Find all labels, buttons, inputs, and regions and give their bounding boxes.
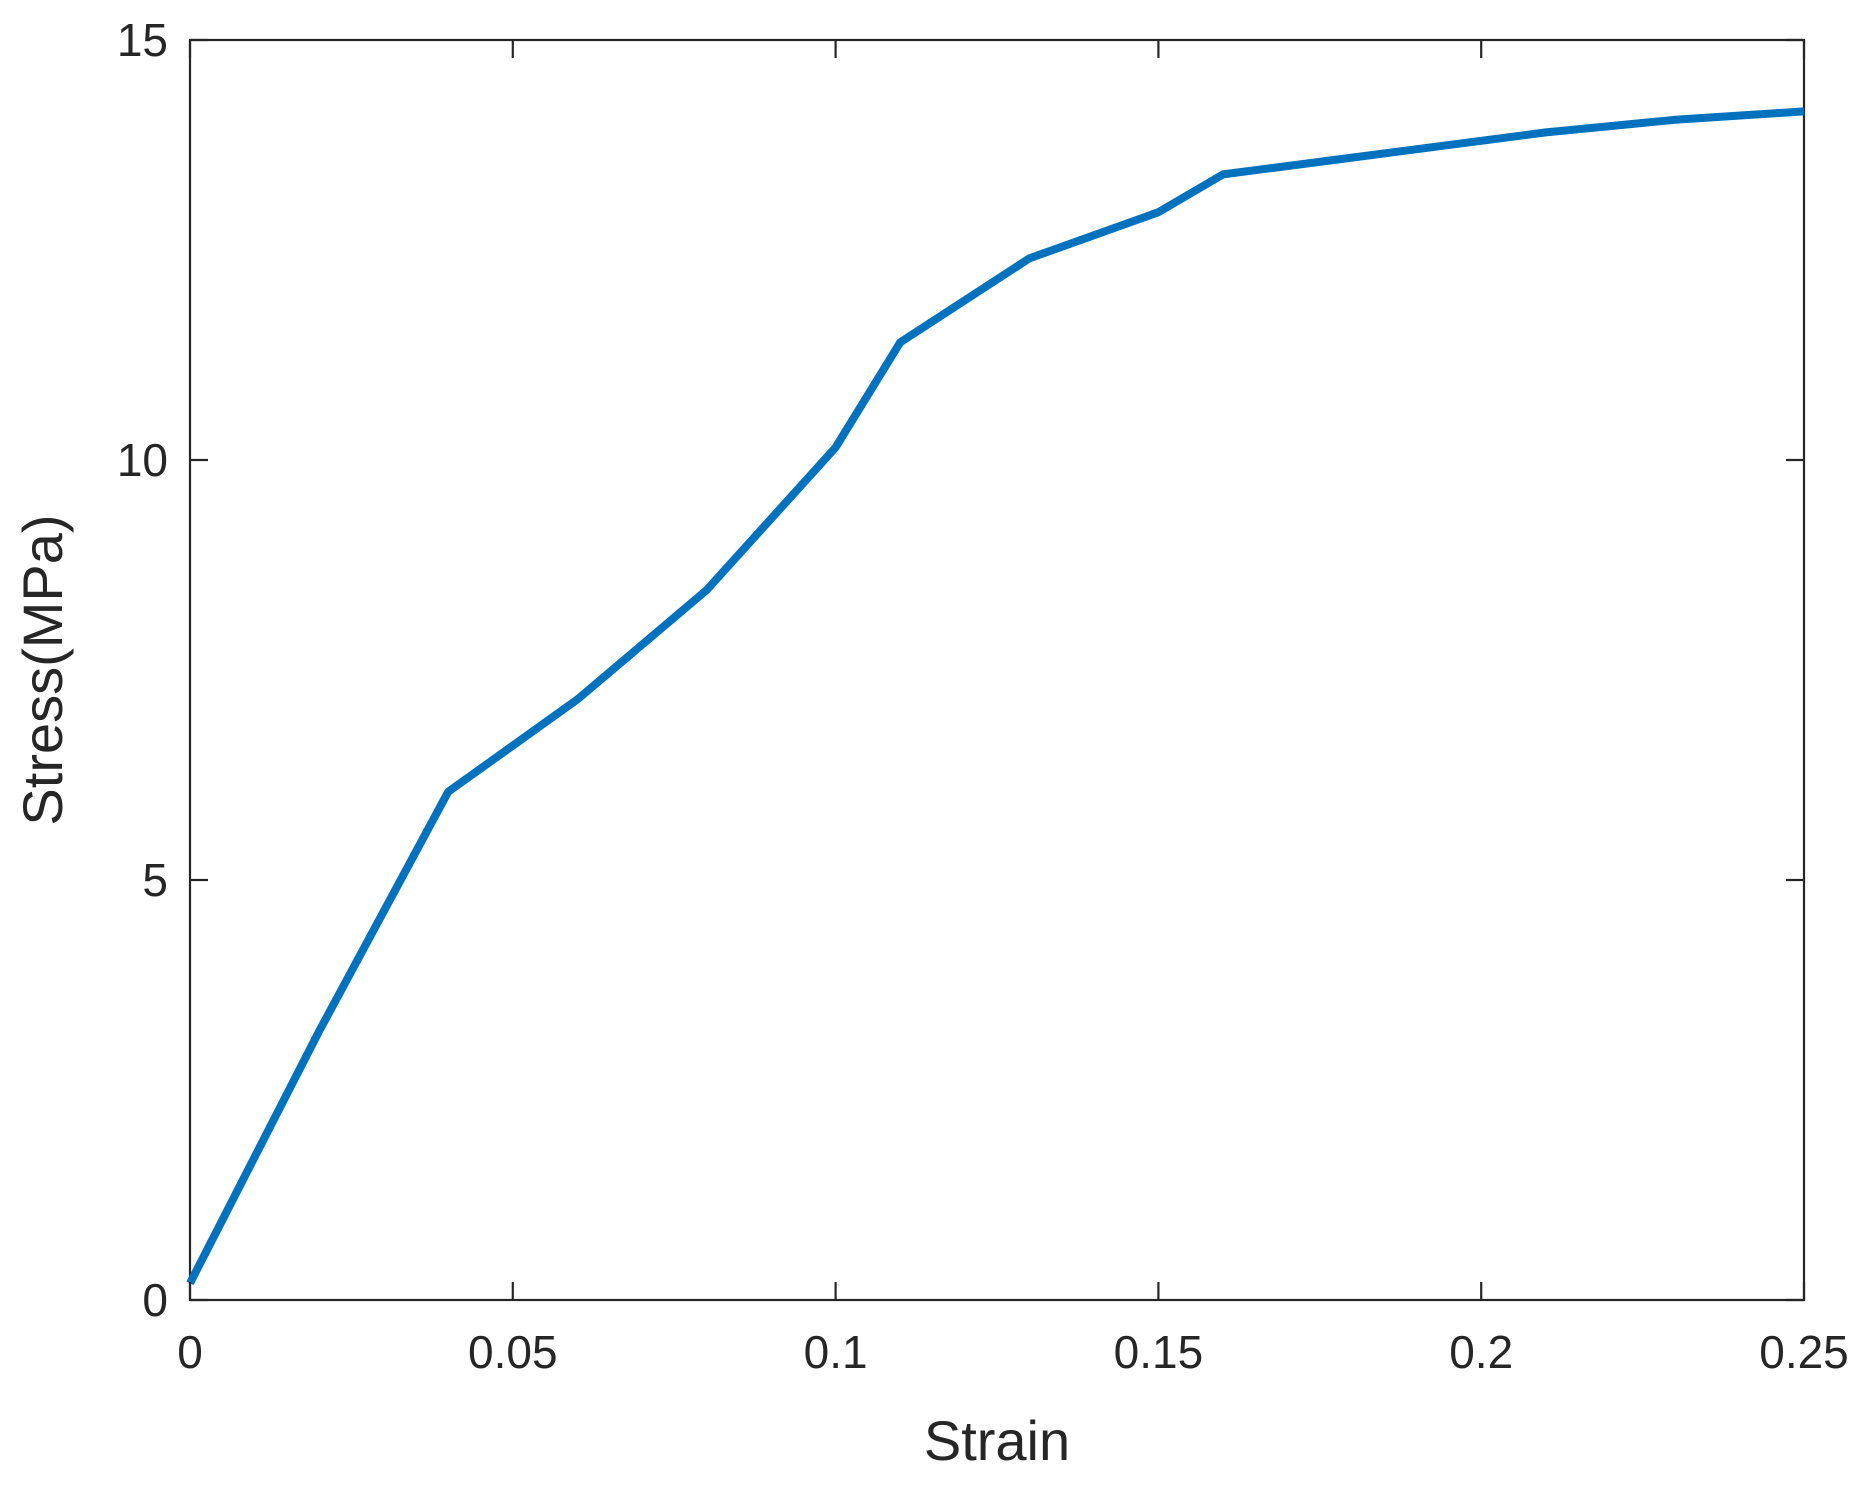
x-axis-label: Strain [924, 1409, 1070, 1472]
plot-area [188, 38, 1806, 1302]
x-tick-label: 0.05 [468, 1326, 558, 1378]
y-tick-label: 0 [142, 1274, 168, 1326]
y-tick-label: 15 [117, 14, 168, 66]
ticks-layer: 0 0.05 0.1 0.15 0.2 0.25 0 5 10 15 [117, 14, 1849, 1378]
y-tick-label: 5 [142, 854, 168, 906]
x-tick-label: 0.2 [1449, 1326, 1513, 1378]
x-tick-label: 0 [177, 1326, 203, 1378]
x-tick-label: 0.1 [804, 1326, 868, 1378]
x-tick-label: 0.15 [1114, 1326, 1204, 1378]
series-line [186, 107, 1805, 1286]
series-layer [186, 107, 1805, 1286]
y-axis-label: Stress(MPa) [11, 514, 74, 825]
x-tick-label: 0.25 [1759, 1326, 1849, 1378]
plot-frame [188, 38, 1806, 1302]
y-tick-label: 10 [117, 434, 168, 486]
